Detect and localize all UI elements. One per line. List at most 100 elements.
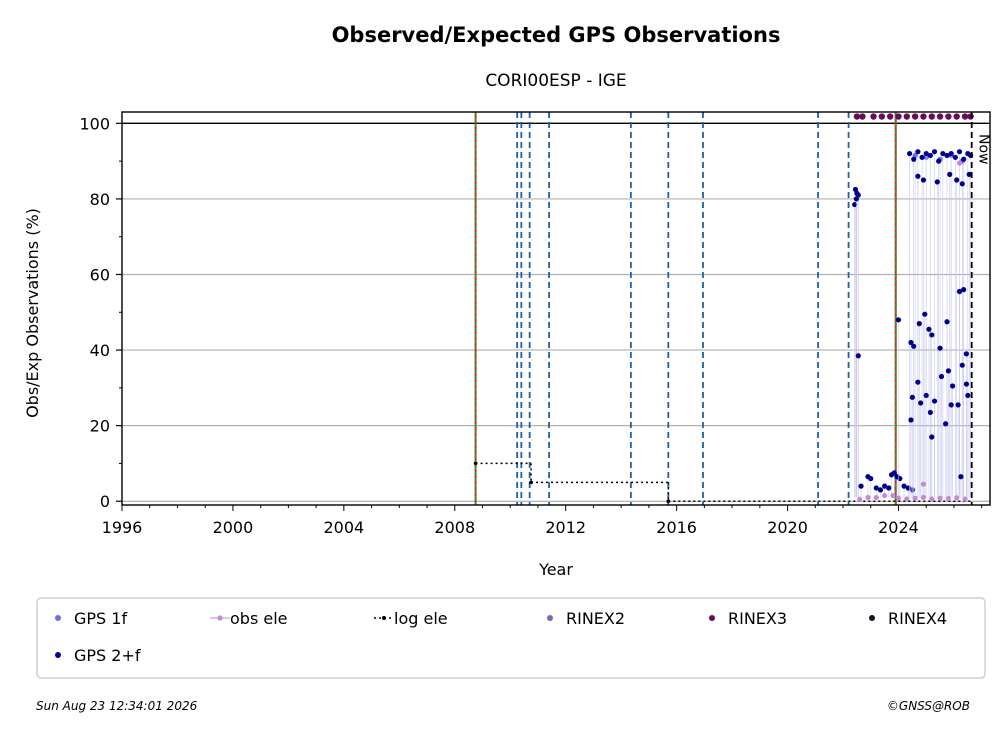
data-point — [940, 150, 946, 157]
data-point — [886, 113, 894, 120]
x-tick-label: 2016 — [656, 518, 697, 537]
data-point — [857, 496, 863, 502]
data-point — [936, 113, 944, 120]
data-point — [938, 373, 945, 380]
data-point — [929, 434, 935, 440]
data-point — [966, 171, 972, 177]
data-point — [954, 495, 960, 501]
data-point — [920, 177, 927, 183]
data-point — [918, 400, 924, 406]
data-point — [919, 154, 925, 160]
legend-marker — [547, 615, 553, 621]
data-point — [937, 345, 943, 351]
data-point — [934, 179, 940, 185]
data-point — [911, 156, 917, 162]
legend-label: RINEX3 — [728, 609, 787, 628]
data-point — [929, 332, 935, 338]
data-point — [944, 319, 950, 325]
data-point — [928, 113, 935, 120]
data-point — [903, 113, 911, 120]
data-point — [923, 392, 929, 399]
log-ele-point — [529, 480, 533, 485]
data-point — [882, 492, 888, 499]
x-axis-label: Year — [538, 560, 573, 579]
data-point — [877, 487, 884, 493]
data-point — [956, 288, 963, 295]
data-point — [890, 492, 896, 499]
legend-frame — [36, 597, 986, 679]
data-point — [868, 475, 874, 482]
legend-label: GPS 1f — [74, 609, 127, 628]
legend-marker — [217, 615, 223, 621]
data-point — [956, 149, 963, 155]
data-point — [954, 177, 960, 183]
log-ele-point — [666, 499, 671, 504]
x-tick-label: 2008 — [434, 518, 475, 537]
data-point — [955, 402, 961, 408]
data-point — [852, 201, 858, 208]
x-tick-label: 1996 — [102, 518, 143, 537]
footer-timestamp: Sun Aug 23 12:34:01 2026 — [36, 699, 198, 713]
footer-credit: ©GNSS@ROB — [887, 699, 970, 713]
data-point — [959, 181, 965, 187]
x-tick-label: 2004 — [323, 518, 364, 537]
data-point — [936, 158, 942, 164]
data-point — [944, 152, 950, 159]
data-point — [945, 368, 952, 374]
y-tick-label: 20 — [90, 417, 110, 436]
data-point — [945, 113, 952, 120]
data-point — [873, 485, 879, 491]
data-point — [908, 417, 914, 423]
data-point — [897, 475, 903, 482]
data-point — [915, 379, 921, 385]
data-point — [870, 113, 877, 120]
data-point — [873, 494, 879, 501]
legend-label: RINEX4 — [888, 609, 947, 628]
data-point — [920, 113, 927, 120]
data-point — [901, 483, 907, 489]
data-point — [961, 156, 967, 162]
data-point — [911, 113, 919, 120]
data-point — [855, 353, 861, 359]
data-point — [865, 494, 871, 501]
legend-label: log ele — [394, 609, 448, 628]
legend-label: RINEX2 — [566, 609, 625, 628]
data-point — [916, 321, 922, 327]
data-point — [911, 343, 917, 349]
data-point — [937, 495, 943, 501]
data-point — [929, 496, 935, 502]
data-point — [895, 113, 902, 120]
data-point — [926, 326, 932, 332]
legend-label: obs ele — [230, 609, 288, 628]
data-point — [961, 287, 967, 293]
axes-frame — [121, 111, 991, 506]
data-point — [967, 113, 974, 120]
legend: GPS 1f obs ele log ele RINEX2 RINEX3 RINEX4 GP… — [36, 597, 986, 679]
y-tick-label: 40 — [90, 341, 110, 360]
data-point — [958, 474, 964, 480]
y-axis-label: Obs/Exp Observations (%) — [23, 208, 42, 418]
legend-marker — [709, 615, 715, 621]
data-point — [859, 113, 866, 120]
data-point — [906, 150, 913, 157]
data-point — [853, 196, 859, 202]
data-point — [882, 483, 888, 489]
data-point — [962, 496, 968, 502]
y-tick-label: 0 — [100, 492, 110, 511]
data-point — [953, 113, 960, 120]
data-point — [891, 470, 897, 476]
data-point — [947, 171, 953, 177]
data-point — [961, 113, 969, 120]
data-point — [886, 485, 892, 491]
data-point — [965, 392, 971, 399]
data-point — [895, 317, 902, 323]
legend-label: GPS 2+f — [74, 646, 141, 665]
data-point — [909, 394, 915, 400]
data-point — [920, 494, 927, 501]
chart-title: Observed/Expected GPS Observations — [332, 23, 781, 47]
now-label: Now — [976, 134, 992, 165]
x-tick-label: 2012 — [545, 518, 586, 537]
data-point — [943, 421, 949, 427]
data-point — [858, 483, 864, 489]
